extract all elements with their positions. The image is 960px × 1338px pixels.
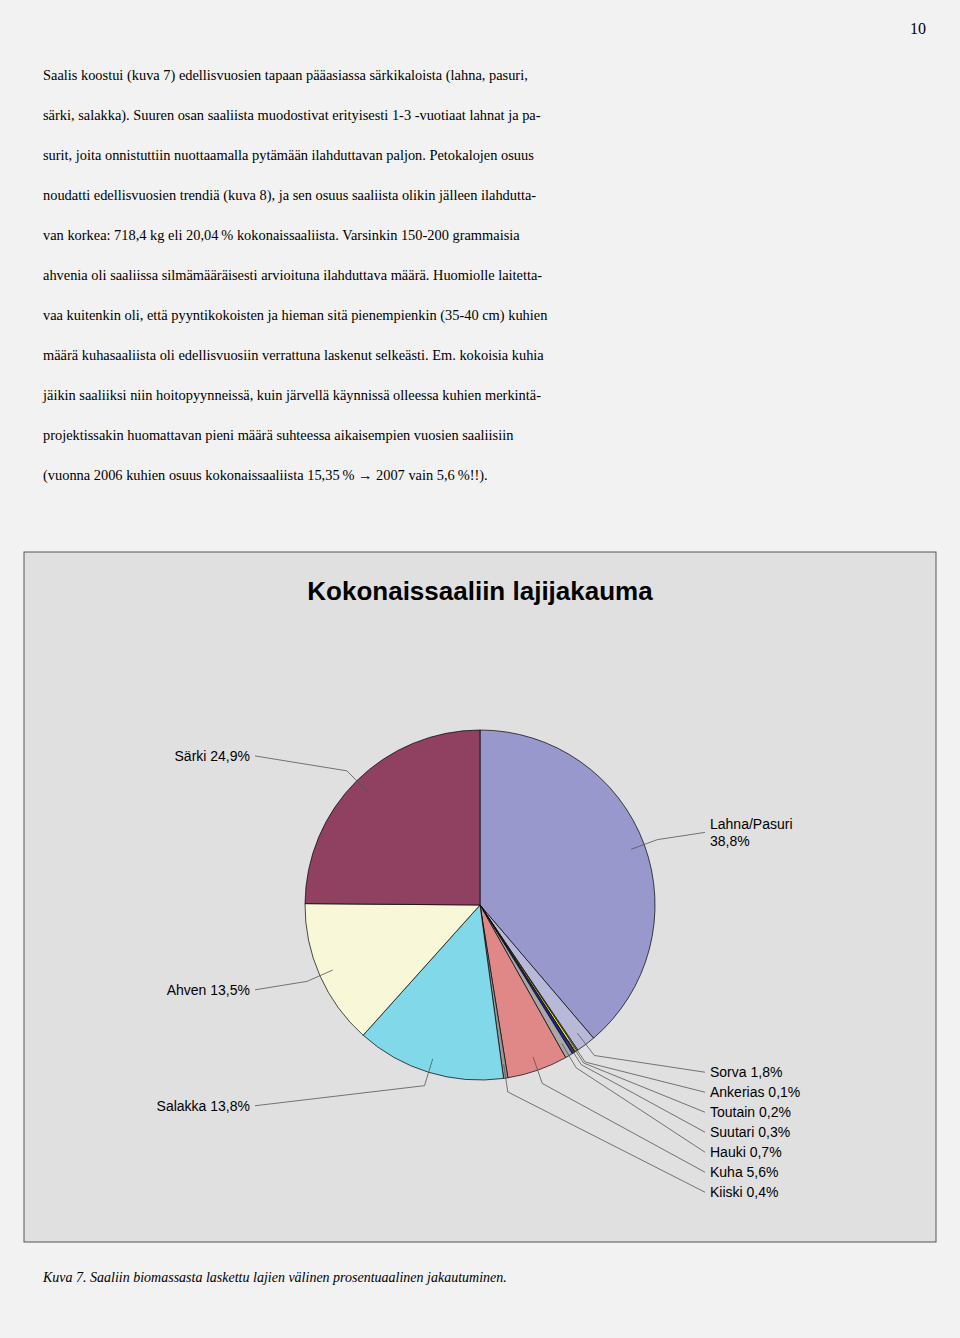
leader-line <box>631 832 705 849</box>
label-line: Hauki 0,7% <box>710 1144 782 1160</box>
label-line: Ahven 13,5% <box>167 982 250 998</box>
slice-label: Hauki 0,7% <box>710 1144 782 1160</box>
label-line: Lahna/Pasuri <box>710 816 793 832</box>
body-line: särki, salakka). Suuren osan saaliista m… <box>43 107 541 124</box>
page: 10 Saalis koostui (kuva 7) edellisvuosien… <box>0 0 960 1338</box>
label-line: Sorva 1,8% <box>710 1064 782 1080</box>
page-number: 10 <box>910 20 926 37</box>
slice-label: Salakka 13,8% <box>157 1098 250 1114</box>
pie-slice <box>305 730 480 905</box>
slice-label: Suutari 0,3% <box>710 1124 790 1140</box>
page-background <box>0 0 960 1338</box>
label-line: Ankerias 0,1% <box>710 1084 800 1100</box>
leader-line <box>504 1064 705 1192</box>
pie <box>305 730 655 1080</box>
slice-label: Kuha 5,6% <box>710 1164 779 1180</box>
labels: Lahna/Pasuri38,8% Sorva 1,8% Ankerias 0,1%… <box>157 748 801 1200</box>
label-line: Särki 24,9% <box>175 748 250 764</box>
body-line: ahvenia oli saaliissa silmämääräisesti a… <box>43 267 542 283</box>
label-line: Suutari 0,3% <box>710 1124 790 1140</box>
body-line: määrä kuhasaaliista oli edellisvuosiin v… <box>43 347 544 363</box>
chart-title: Kokonaissaaliin lajijakauma <box>307 576 653 606</box>
body-line: (vuonna 2006 kuhien osuus kokonaissaalii… <box>43 467 488 484</box>
leader-line <box>533 1057 705 1172</box>
leader-line <box>562 1044 705 1153</box>
body-line: projektissakin huomattavan pieni määrä s… <box>43 427 513 443</box>
leader-line <box>566 1041 705 1132</box>
body-line: Saalis koostui (kuva 7) edellisvuosien t… <box>43 67 528 84</box>
body-line: jäikin saaliiksi niin hoitopyynneissä, k… <box>42 387 541 403</box>
chart-box <box>24 552 936 1242</box>
leader-line <box>255 970 333 990</box>
label-line: Salakka 13,8% <box>157 1098 250 1114</box>
leader-line <box>255 756 367 791</box>
slice-label: Toutain 0,2% <box>710 1104 791 1120</box>
body-line: vaa kuitenkin oli, että pyyntikokoisten … <box>43 307 547 324</box>
label-line: 38,8% <box>710 833 750 849</box>
body-line: van korkea: 718,4 kg eli 20,04 % kokonai… <box>43 227 520 243</box>
leader-line <box>577 1033 705 1072</box>
label-line: Kiiski 0,4% <box>710 1184 778 1200</box>
label-line: Kuha 5,6% <box>710 1164 779 1180</box>
caption: Kuva 7. Saaliin biomassasta laskettu laj… <box>42 1270 507 1285</box>
slice-label: Särki 24,9% <box>175 748 250 764</box>
body-line: noudatti edellisvuosien trendiä (kuva 8)… <box>43 187 536 204</box>
leader-line <box>255 1059 433 1106</box>
slice-label: Ahven 13,5% <box>167 982 250 998</box>
slice-label: Sorva 1,8% <box>710 1064 782 1080</box>
label-line: Toutain 0,2% <box>710 1104 791 1120</box>
body-line: surit, joita onnistuttiin nuottaamalla p… <box>43 147 534 163</box>
slice-label: Lahna/Pasuri38,8% <box>710 816 793 849</box>
pie-slice <box>305 904 480 1036</box>
slice-label: Kiiski 0,4% <box>710 1184 778 1200</box>
slice-label: Ankerias 0,1% <box>710 1084 800 1100</box>
